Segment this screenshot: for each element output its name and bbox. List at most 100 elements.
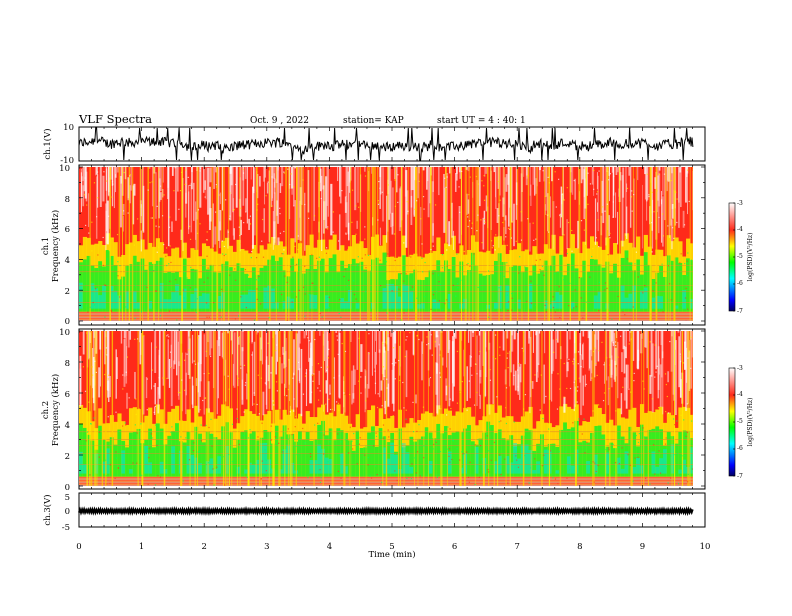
spectrogram-cell: [89, 331, 90, 486]
spectrogram-cell: [418, 424, 419, 425]
spectrogram-cell: [130, 174, 131, 175]
spectrogram-cell: [140, 167, 141, 321]
spectrogram-cell: [501, 474, 502, 475]
spectrogram-cell: [421, 243, 422, 244]
spectrogram-cell: [175, 423, 179, 477]
ch1-spectrogram-image: [79, 167, 705, 322]
spectrogram-cell: [628, 294, 632, 309]
spectrogram-cell: [330, 184, 332, 235]
spectrogram-cell: [110, 167, 111, 321]
spectrogram-cell: [304, 266, 305, 267]
ch2-spectrogram-ylabel-freq: Frequency (kHz): [50, 374, 61, 446]
spectrogram-cell: [533, 167, 534, 185]
ch1-ytick-top: 10: [63, 123, 74, 133]
spectrogram-cell: [509, 229, 510, 230]
spectrogram-cell: [676, 420, 677, 421]
spectrogram-cell: [529, 482, 530, 483]
spectrogram-cell: [306, 373, 307, 374]
spectrogram-cell: [561, 187, 562, 218]
spectrogram-cell: [282, 451, 283, 452]
spectrogram-cell: [117, 234, 118, 235]
spectrogram-cell: [415, 167, 416, 321]
spectrogram-cell: [680, 167, 681, 207]
spectrogram-cell: [198, 167, 199, 321]
spectrogram-cell: [366, 331, 367, 486]
spectrogram-cell: [576, 331, 577, 486]
spectrogram-cell: [105, 331, 107, 486]
spectrogram-cell: [257, 436, 258, 437]
spectrogram-cell: [433, 294, 434, 295]
spectrogram-cell: [121, 450, 125, 473]
spectrogram-cell: [221, 167, 222, 321]
spectrogram-cell: [233, 448, 237, 477]
spectrogram-cell: [202, 400, 203, 401]
spectrogram-cell: [546, 167, 547, 211]
spectrogram-cell: [89, 167, 90, 321]
spectrogram-cell: [648, 196, 649, 197]
ch3-waveform-line: [79, 509, 693, 512]
spectrogram-cell: [332, 331, 333, 486]
spectrogram-cell: [575, 289, 576, 290]
spectrogram-cell: [354, 167, 356, 210]
spectrogram-cell: [245, 269, 246, 270]
spectrogram-cell: [199, 223, 200, 224]
spectrogram-cell: [266, 460, 267, 461]
spectrogram-cell: [661, 199, 662, 242]
spectrogram-cell: [364, 455, 365, 456]
spectrogram-cell: [467, 410, 468, 411]
spectrogram-cell: [585, 375, 586, 387]
spectrogram-cell: [107, 331, 108, 390]
spectrogram-cell: [654, 473, 655, 474]
spectrogram-cell: [117, 275, 118, 276]
spectrogram-cell: [534, 374, 535, 375]
spectrogram-cell: [378, 393, 379, 394]
spectrogram-cell: [304, 316, 305, 317]
ch2-spectrogram-panel: 0 2 4 6 8 10 ch.2 Frequency (kHz): [41, 328, 705, 493]
spectrogram-cell: [206, 294, 210, 309]
spectrogram-cell: [578, 363, 579, 364]
spectrogram-cell: [152, 181, 153, 182]
spectrogram-cell: [506, 423, 507, 424]
spectrogram-cell: [259, 176, 260, 186]
spectrogram-cell: [221, 316, 222, 317]
spectrogram-cell: [333, 377, 334, 378]
spectrogram-cell: [175, 284, 179, 308]
spectrogram-cell: [507, 358, 508, 359]
spectrogram-cell: [149, 448, 150, 449]
spectrogram-cell: [459, 167, 461, 172]
spectrogram-cell: [473, 253, 474, 254]
spectrogram-cell: [409, 467, 413, 474]
spectrogram-cell: [213, 331, 214, 486]
spectrogram-cell: [235, 280, 236, 281]
spectrogram-cell: [560, 331, 561, 486]
spectrogram-cell: [86, 440, 87, 441]
spectrogram-cell: [571, 251, 572, 252]
spectrogram-cell: [168, 339, 169, 379]
spectrogram-cell: [467, 366, 468, 401]
spectrogram-cell: [350, 331, 351, 342]
spectrogram-cell: [245, 167, 247, 179]
spectrogram-cell: [153, 270, 154, 271]
spectrogram-cell: [416, 431, 417, 432]
spectrogram-cell: [175, 290, 176, 291]
spectrogram-cell: [655, 282, 656, 283]
spectrogram-cell: [199, 170, 200, 171]
spectrogram-cell: [684, 342, 686, 370]
spectrogram-cell: [99, 457, 100, 458]
spectrogram-cell: [204, 334, 205, 414]
spectrogram-cell: [327, 228, 328, 229]
spectrogram-cell: [207, 331, 208, 486]
spectrogram-cell: [155, 406, 156, 407]
spectrogram-cell: [166, 378, 167, 379]
spectrogram-cell: [276, 381, 277, 382]
spectrogram-cell: [347, 285, 348, 286]
spectrogram-cell: [278, 443, 279, 444]
spectrogram-cell: [383, 288, 387, 309]
spectrogram-cell: [513, 265, 517, 311]
ch1-freq-tick-2: 2: [65, 287, 70, 297]
spectrogram-cell: [495, 334, 496, 335]
spectrogram-cell: [268, 343, 269, 344]
spectrogram-cell: [327, 226, 328, 227]
spectrogram-cell: [571, 466, 575, 474]
